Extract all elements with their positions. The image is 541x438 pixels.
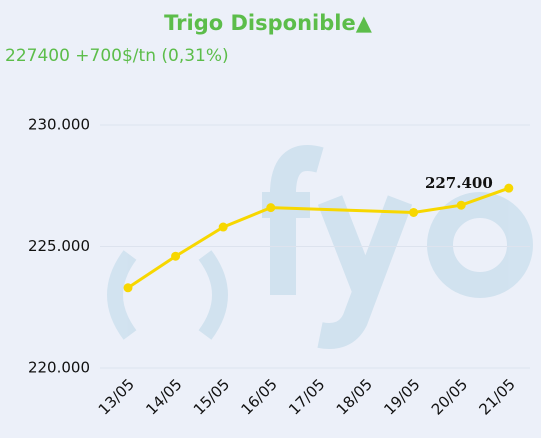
x-tick-label: 19/05 xyxy=(380,375,423,418)
point xyxy=(123,283,133,293)
point xyxy=(218,222,228,232)
chart-title: Trigo Disponible▲ xyxy=(164,11,373,35)
point xyxy=(266,203,276,213)
point xyxy=(171,251,181,261)
watermark-shape xyxy=(262,145,324,295)
point xyxy=(504,183,514,193)
x-tick-label: 13/05 xyxy=(95,375,138,418)
point xyxy=(456,200,466,210)
point xyxy=(409,207,419,217)
x-tick-label: 17/05 xyxy=(285,375,328,418)
watermark-shape xyxy=(198,250,228,340)
x-tick-label: 20/05 xyxy=(428,375,471,418)
x-tick-label: 15/05 xyxy=(190,375,233,418)
watermark-shape xyxy=(427,192,533,298)
watermark-shape xyxy=(107,250,137,340)
data-label: 227.400 xyxy=(425,174,493,192)
x-tick-label: 14/05 xyxy=(142,375,185,418)
watermark-shape xyxy=(317,195,413,349)
y-tick-label: 225.000 xyxy=(28,237,90,255)
chart-subtitle: 227400 +700$/tn (0,31%) xyxy=(5,46,229,66)
x-tick-label: 16/05 xyxy=(238,375,281,418)
y-tick-label: 220.000 xyxy=(28,359,90,377)
y-tick-label: 230.000 xyxy=(28,116,90,134)
x-tick-label: 18/05 xyxy=(333,375,376,418)
x-tick-label: 21/05 xyxy=(476,375,519,418)
